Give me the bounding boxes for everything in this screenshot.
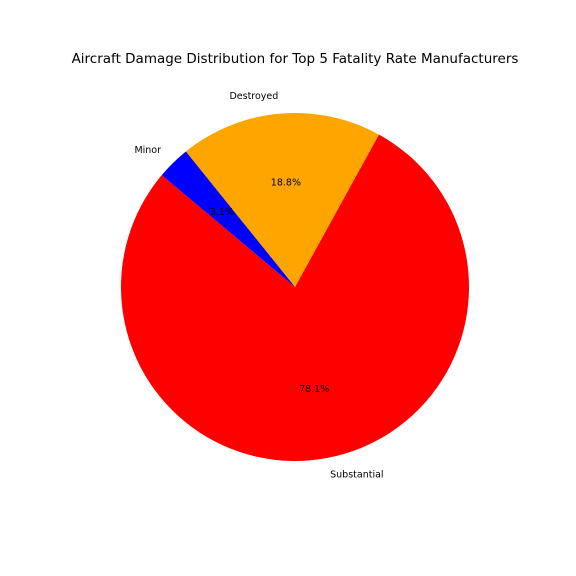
pie-pct-substantial: 78.1% xyxy=(299,384,329,395)
pie-slice-minor xyxy=(161,151,295,287)
pie-slice-destroyed xyxy=(185,113,379,287)
pie-label-minor: Minor xyxy=(134,145,161,156)
pie-label-destroyed: Destroyed xyxy=(229,91,278,102)
pie-pct-destroyed: 18.8% xyxy=(271,178,301,189)
pie-labels: Substantial 78.1% Destroyed 18.8% Minor 3.1% xyxy=(134,91,383,481)
pie-slices xyxy=(120,113,469,461)
pie-slice-substantial xyxy=(120,134,469,461)
chart-title: Aircraft Damage Distribution for Top 5 F… xyxy=(72,51,519,67)
pie-pct-minor: 3.1% xyxy=(210,207,234,218)
pie-label-substantial: Substantial xyxy=(330,470,383,481)
